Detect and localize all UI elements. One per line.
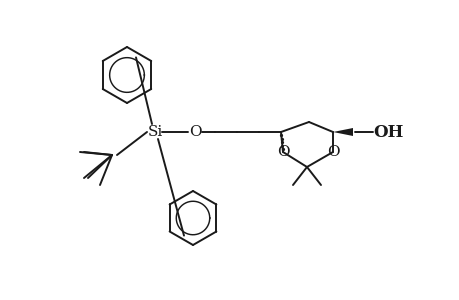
Text: O: O — [188, 125, 201, 139]
Text: OH: OH — [372, 124, 402, 140]
Polygon shape — [332, 128, 352, 136]
Text: O: O — [326, 145, 339, 159]
Text: Si: Si — [147, 125, 162, 139]
Text: O: O — [276, 145, 289, 159]
